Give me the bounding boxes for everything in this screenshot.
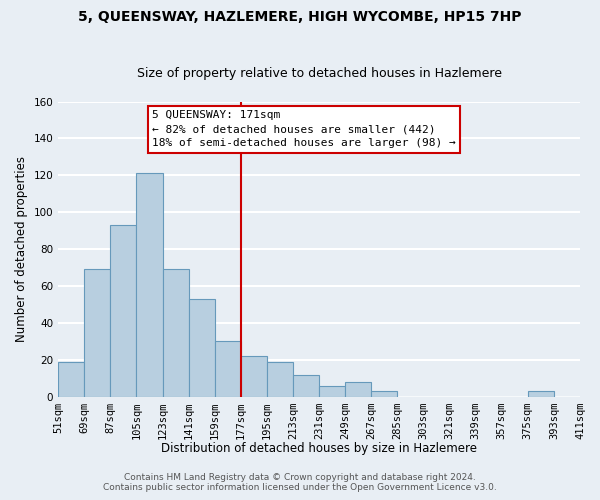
- Bar: [163, 270, 188, 397]
- Bar: [188, 299, 215, 397]
- Bar: [319, 386, 345, 397]
- Bar: [136, 174, 163, 397]
- Text: 5, QUEENSWAY, HAZLEMERE, HIGH WYCOMBE, HP15 7HP: 5, QUEENSWAY, HAZLEMERE, HIGH WYCOMBE, H…: [78, 10, 522, 24]
- Bar: [215, 342, 241, 397]
- X-axis label: Distribution of detached houses by size in Hazlemere: Distribution of detached houses by size …: [161, 442, 477, 455]
- Bar: [345, 382, 371, 397]
- Bar: [58, 362, 84, 397]
- Bar: [241, 356, 267, 397]
- Bar: [371, 392, 397, 397]
- Y-axis label: Number of detached properties: Number of detached properties: [15, 156, 28, 342]
- Text: 5 QUEENSWAY: 171sqm
← 82% of detached houses are smaller (442)
18% of semi-detac: 5 QUEENSWAY: 171sqm ← 82% of detached ho…: [152, 110, 456, 148]
- Bar: [110, 225, 136, 397]
- Bar: [528, 392, 554, 397]
- Bar: [267, 362, 293, 397]
- Text: Contains HM Land Registry data © Crown copyright and database right 2024.
Contai: Contains HM Land Registry data © Crown c…: [103, 473, 497, 492]
- Title: Size of property relative to detached houses in Hazlemere: Size of property relative to detached ho…: [137, 66, 502, 80]
- Bar: [293, 374, 319, 397]
- Bar: [84, 270, 110, 397]
